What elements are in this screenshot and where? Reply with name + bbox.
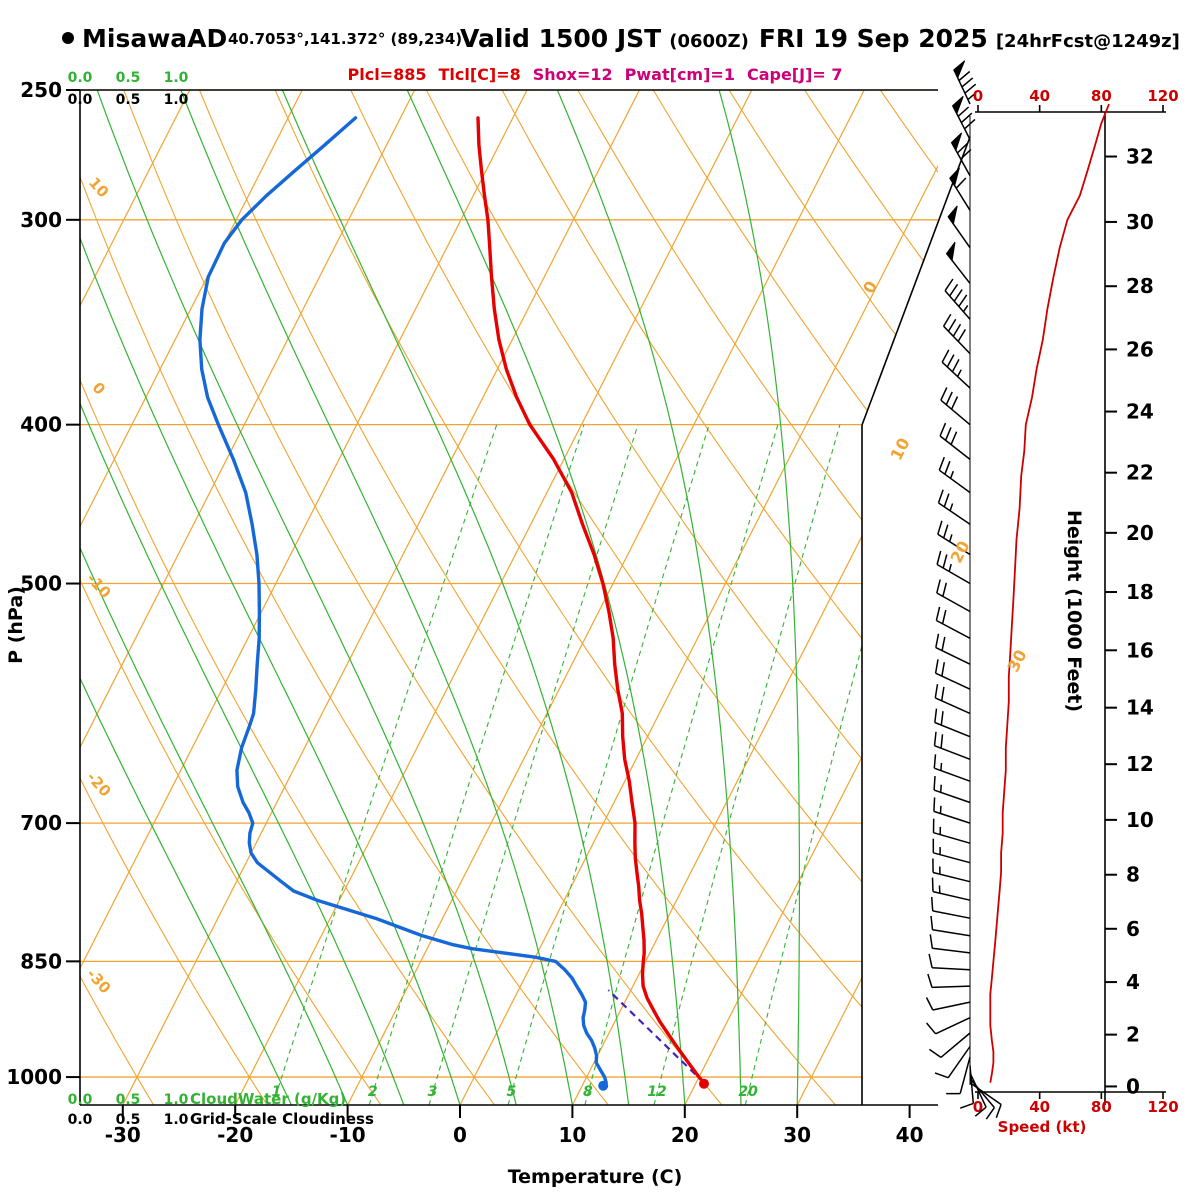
wind-speed-curve [989,103,1110,1083]
height-tick-label: 6 [1126,917,1140,941]
height-tick-label: 10 [1126,808,1154,832]
cloud-scale-label: 0.5 [116,70,141,86]
height-tick-label: 24 [1126,400,1154,424]
speed-tick-label: 80 [1091,1098,1112,1116]
station-name: MisawaAD [82,24,227,53]
temperature-tick-label: -20 [217,1123,253,1147]
height-tick-label: 20 [1126,521,1154,545]
legend-cloudiness: Grid-Scale Cloudiness [190,1110,374,1128]
height-tick-label: 14 [1126,696,1154,720]
isotherm-label: 0 [859,278,881,297]
pressure-tick-label: 850 [20,949,62,973]
height-tick-label: 18 [1126,580,1154,604]
cloud-scale-label: 1.0 [164,1112,189,1128]
surface-temperature-dot [699,1078,709,1089]
speed-tick-label: 80 [1091,87,1112,105]
pressure-tick-label: 500 [20,572,62,596]
sounding-curves [198,103,1110,1091]
speed-tick-label: 0 [973,87,983,105]
cloud-scale-label: 0.0 [68,1092,93,1108]
height-tick-label: 30 [1126,210,1154,234]
temperature-axis-label: Temperature (C) [508,1166,683,1188]
cloud-scale-label: 0.0 [68,92,93,108]
height-tick-label: 16 [1126,638,1154,662]
valid-time: Valid 1500 JST (0600Z) FRI 19 Sep 2025 [24h… [460,24,1180,53]
wind-barbs [925,60,1002,1120]
height-tick-label: 32 [1126,145,1154,169]
cloud-scale-label: 1.0 [164,1092,189,1108]
speed-tick-label: 40 [1029,1098,1050,1116]
mixing-ratio-label: 12 [647,1084,666,1100]
dry-adiabat-label: 0 [89,379,109,399]
mixing-ratio-label: 5 [507,1084,517,1100]
surface-dewpoint-dot [598,1080,609,1091]
temperature-tick-label: 0 [453,1123,467,1147]
parcel-path [607,989,705,1084]
mixing-ratio-label: 3 [428,1084,438,1100]
station-bullet-icon [62,32,74,44]
height-tick-label: 2 [1126,1023,1140,1047]
height-tick-label: 22 [1126,461,1154,485]
cloud-scale-label: 0.0 [68,70,93,86]
cloud-scale-label: 1.0 [164,92,189,108]
isotherm-label: 30 [1004,647,1031,675]
height-tick-label: 26 [1126,337,1154,361]
temperature-tick-label: 10 [558,1123,586,1147]
pressure-axis-label: P (hPa) [5,586,27,664]
cloud-scale-label: 0.0 [68,1112,93,1128]
legend-cloudwater: CloudWater (g/Kg) [190,1090,346,1108]
speed-axis-label: Speed (kt) [998,1118,1087,1136]
sounding-parameters: Plcl=885 Tlcl[C]=8 Shox=12 Pwat[cm]=1 Cape[J… [348,65,843,84]
height-axis-label: Height (1000 Feet) [1063,510,1085,712]
temperature-tick-label: 40 [896,1123,924,1147]
cloud-scale-label: 0.5 [116,1112,141,1128]
speed-tick-label: 120 [1147,87,1178,105]
dewpoint-curve [198,116,608,1085]
temperature-tick-label: 30 [783,1123,811,1147]
height-tick-label: 8 [1126,863,1140,887]
height-tick-label: 0 [1126,1074,1140,1098]
pressure-tick-label: 1000 [6,1065,62,1089]
mixing-ratio-label: 1 [272,1084,282,1100]
height-tick-label: 4 [1126,970,1140,994]
cloud-scale-label: 0.5 [116,1092,141,1108]
pressure-tick-label: 700 [20,811,62,835]
mixing-ratio-label: 20 [738,1084,758,1100]
temperature-tick-label: -30 [105,1123,141,1147]
pressure-tick-label: 300 [20,208,62,232]
height-tick-label: 12 [1126,752,1154,776]
dry-adiabat-label: -30 [83,965,115,997]
cloud-scale-label: 0.5 [116,92,141,108]
cloud-scale-label: 1.0 [164,70,189,86]
isotherm-label: 10 [887,435,914,463]
dry-adiabat-label: 10 [85,174,112,202]
temperature-curve [476,116,706,1085]
pressure-tick-label: 400 [20,413,62,437]
speed-tick-label: 0 [973,1098,983,1116]
pressure-tick-label: 250 [20,78,62,102]
temperature-tick-label: -10 [330,1123,366,1147]
mixing-ratio-label: 8 [583,1084,593,1100]
dry-adiabat-label: -20 [83,768,115,800]
speed-tick-label: 120 [1147,1098,1178,1116]
temperature-tick-label: 20 [671,1123,699,1147]
background-grid [80,90,938,1105]
height-tick-label: 28 [1126,274,1154,298]
mixing-ratio-label: 2 [368,1084,378,1100]
speed-tick-label: 40 [1029,87,1050,105]
plot-frame [79,89,971,1106]
station-coords: 40.7053°,141.372° (89,234) [228,30,462,48]
